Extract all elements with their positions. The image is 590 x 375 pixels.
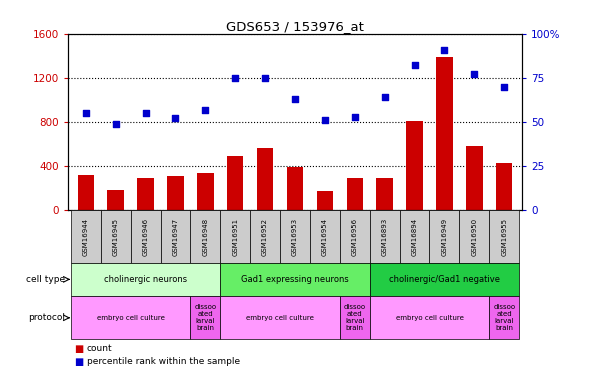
Point bbox=[440, 46, 449, 53]
Point bbox=[410, 63, 419, 69]
Text: GSM16949: GSM16949 bbox=[441, 218, 447, 256]
Bar bbox=[370, 262, 519, 296]
Point bbox=[500, 84, 509, 90]
Bar bbox=[71, 262, 220, 296]
Bar bbox=[191, 210, 220, 262]
Text: GSM16945: GSM16945 bbox=[113, 218, 119, 256]
Bar bbox=[399, 210, 430, 262]
Bar bbox=[220, 210, 250, 262]
Point bbox=[231, 75, 240, 81]
Bar bbox=[71, 296, 191, 339]
Text: GSM16944: GSM16944 bbox=[83, 218, 88, 256]
Text: Gad1 expressing neurons: Gad1 expressing neurons bbox=[241, 275, 349, 284]
Bar bbox=[227, 156, 244, 210]
Text: dissoo
ated
larval
brain: dissoo ated larval brain bbox=[344, 304, 366, 332]
Bar bbox=[370, 296, 489, 339]
Point bbox=[201, 106, 210, 112]
Point bbox=[350, 114, 359, 120]
Bar bbox=[430, 210, 460, 262]
Bar bbox=[191, 296, 220, 339]
Bar bbox=[489, 210, 519, 262]
Bar bbox=[130, 210, 160, 262]
Text: GSM16946: GSM16946 bbox=[143, 218, 149, 256]
Bar bbox=[376, 177, 393, 210]
Bar bbox=[220, 296, 340, 339]
Text: GSM16953: GSM16953 bbox=[292, 218, 298, 256]
Bar bbox=[107, 190, 124, 210]
Text: percentile rank within the sample: percentile rank within the sample bbox=[87, 357, 240, 366]
Point bbox=[380, 94, 389, 100]
Point bbox=[111, 121, 120, 127]
Point bbox=[470, 71, 479, 77]
Bar bbox=[257, 148, 273, 210]
Bar bbox=[197, 172, 214, 210]
Bar bbox=[287, 167, 303, 210]
Point bbox=[141, 110, 150, 116]
Bar bbox=[496, 163, 513, 210]
Bar bbox=[340, 296, 370, 339]
Bar bbox=[220, 262, 370, 296]
Point bbox=[81, 110, 90, 116]
Bar bbox=[370, 210, 399, 262]
Bar bbox=[407, 121, 423, 210]
Text: GSM16947: GSM16947 bbox=[172, 218, 178, 256]
Text: cholinergic/Gad1 negative: cholinergic/Gad1 negative bbox=[389, 275, 500, 284]
Point bbox=[320, 117, 330, 123]
Text: dissoo
ated
larval
brain: dissoo ated larval brain bbox=[194, 304, 217, 332]
Text: embryo cell culture: embryo cell culture bbox=[97, 315, 165, 321]
Text: embryo cell culture: embryo cell culture bbox=[395, 315, 463, 321]
Text: ■: ■ bbox=[74, 357, 83, 367]
Bar bbox=[489, 296, 519, 339]
Bar bbox=[460, 210, 489, 262]
Point bbox=[290, 96, 300, 102]
Bar bbox=[137, 177, 154, 210]
Point bbox=[171, 116, 180, 122]
Point bbox=[260, 75, 270, 81]
Text: embryo cell culture: embryo cell culture bbox=[246, 315, 314, 321]
Text: GSM16950: GSM16950 bbox=[471, 218, 477, 256]
Bar bbox=[160, 210, 191, 262]
Bar bbox=[466, 146, 483, 210]
Bar bbox=[167, 176, 183, 210]
Text: ■: ■ bbox=[74, 344, 83, 354]
Bar bbox=[346, 178, 363, 210]
Text: GSM16893: GSM16893 bbox=[382, 218, 388, 256]
Bar bbox=[310, 210, 340, 262]
Text: GSM16948: GSM16948 bbox=[202, 218, 208, 256]
Text: GSM16954: GSM16954 bbox=[322, 218, 328, 256]
Text: count: count bbox=[87, 344, 112, 353]
Bar bbox=[280, 210, 310, 262]
Bar bbox=[436, 57, 453, 210]
Text: dissoo
ated
larval
brain: dissoo ated larval brain bbox=[493, 304, 515, 332]
Bar bbox=[250, 210, 280, 262]
Bar bbox=[317, 191, 333, 210]
Text: GSM16955: GSM16955 bbox=[502, 218, 507, 256]
Bar bbox=[101, 210, 130, 262]
Title: GDS653 / 153976_at: GDS653 / 153976_at bbox=[226, 20, 364, 33]
Text: GSM16894: GSM16894 bbox=[412, 218, 418, 256]
Text: GSM16951: GSM16951 bbox=[232, 218, 238, 256]
Bar bbox=[340, 210, 370, 262]
Text: GSM16952: GSM16952 bbox=[262, 218, 268, 256]
Text: cholinergic neurons: cholinergic neurons bbox=[104, 275, 187, 284]
Bar bbox=[77, 175, 94, 210]
Text: protocol: protocol bbox=[28, 314, 65, 322]
Text: GSM16956: GSM16956 bbox=[352, 218, 358, 256]
Bar bbox=[71, 210, 101, 262]
Text: cell type: cell type bbox=[26, 275, 65, 284]
